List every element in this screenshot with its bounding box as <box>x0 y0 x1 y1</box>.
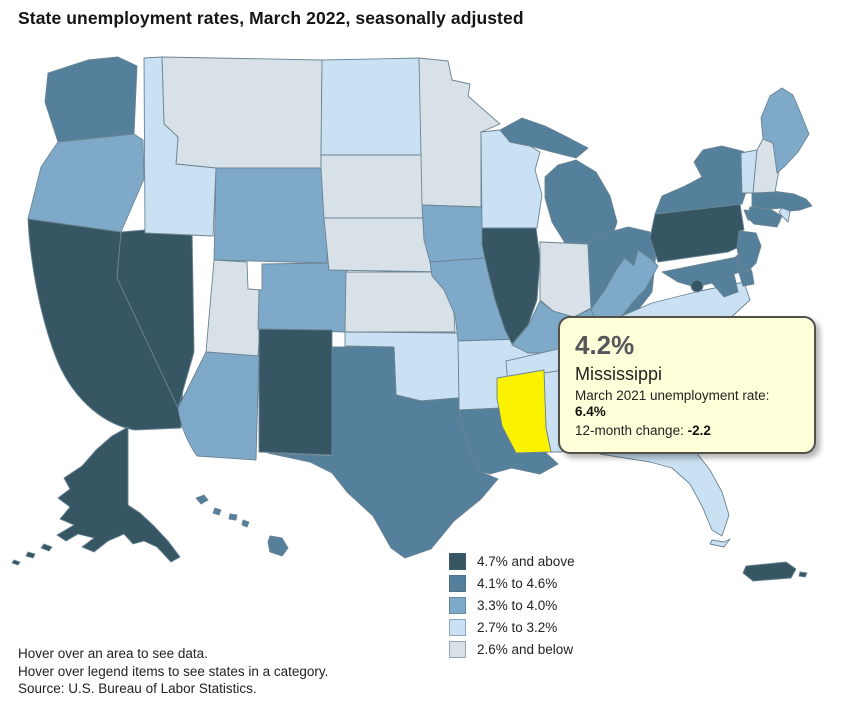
legend-item[interactable]: 2.7% to 3.2% <box>449 619 575 636</box>
state-illinois[interactable] <box>481 227 541 345</box>
tooltip-change-value: -2.2 <box>687 423 711 438</box>
legend-swatch <box>449 619 466 636</box>
state-south-dakota[interactable] <box>320 154 425 219</box>
legend-item[interactable]: 4.1% to 4.6% <box>449 575 575 592</box>
tooltip-prior-rate-value: 6.4% <box>575 404 606 419</box>
footer-hint-legend: Hover over legend items to see states in… <box>18 663 329 679</box>
tooltip-prior-rate-line: March 2021 unemployment rate: 6.4% <box>575 388 799 420</box>
state-connecticut[interactable] <box>746 206 783 228</box>
legend-swatch <box>449 575 466 592</box>
legend-label: 2.6% and below <box>477 642 574 657</box>
state-alaska[interactable] <box>11 426 181 566</box>
state-mississippi[interactable] <box>496 369 552 454</box>
legend-swatch <box>449 597 466 614</box>
state-california[interactable] <box>27 218 184 431</box>
legend-swatch <box>449 641 466 658</box>
state-florida[interactable] <box>597 439 731 548</box>
legend-label: 4.7% and above <box>477 554 575 569</box>
footer-notes: Hover over an area to see data. Hover ov… <box>18 645 328 698</box>
state-washington[interactable] <box>44 56 138 143</box>
state-district-of-columbia[interactable] <box>690 279 704 293</box>
state-utah[interactable] <box>205 259 263 357</box>
legend-item[interactable]: 4.7% and above <box>449 553 575 570</box>
state-idaho[interactable] <box>143 56 217 237</box>
state-arizona[interactable] <box>177 351 260 461</box>
legend-label: 2.7% to 3.2% <box>477 620 558 635</box>
state-indiana[interactable] <box>539 241 592 318</box>
tooltip-state-name: Mississippi <box>575 364 663 384</box>
footer-hint-area: Hover over an area to see data. <box>18 646 208 661</box>
state-maine[interactable] <box>760 87 810 174</box>
state-oregon[interactable] <box>27 133 145 233</box>
legend-label: 4.1% to 4.6% <box>477 576 558 591</box>
state-colorado[interactable] <box>257 262 348 333</box>
footer-source: Source: U.S. Bureau of Labor Statistics. <box>18 681 257 696</box>
tooltip-change-line: 12-month change: -2.2 <box>575 423 799 439</box>
state-massachusetts[interactable] <box>751 190 813 212</box>
tooltip-prior-rate-label: March 2021 unemployment rate: <box>575 388 770 403</box>
state-new-jersey[interactable] <box>736 230 762 273</box>
state-hawaii[interactable] <box>195 494 289 557</box>
tooltip-change-label: 12-month change: <box>575 423 688 438</box>
page-title: State unemployment rates, March 2022, se… <box>18 8 524 28</box>
state-new-mexico[interactable] <box>258 328 333 456</box>
tooltip: 4.2% Mississippi March 2021 unemployment… <box>558 316 816 454</box>
legend: 4.7% and above 4.1% to 4.6% 3.3% to 4.0%… <box>449 553 575 663</box>
state-texas[interactable] <box>267 346 499 559</box>
state-north-dakota[interactable] <box>320 57 423 156</box>
tooltip-rate: 4.2% <box>575 330 635 360</box>
state-puerto-rico[interactable] <box>742 561 808 582</box>
state-wyoming[interactable] <box>213 167 331 264</box>
legend-label: 3.3% to 4.0% <box>477 598 558 613</box>
state-montana[interactable] <box>161 56 323 169</box>
legend-item[interactable]: 2.6% and below <box>449 641 575 658</box>
legend-swatch <box>449 553 466 570</box>
legend-item[interactable]: 3.3% to 4.0% <box>449 597 575 614</box>
